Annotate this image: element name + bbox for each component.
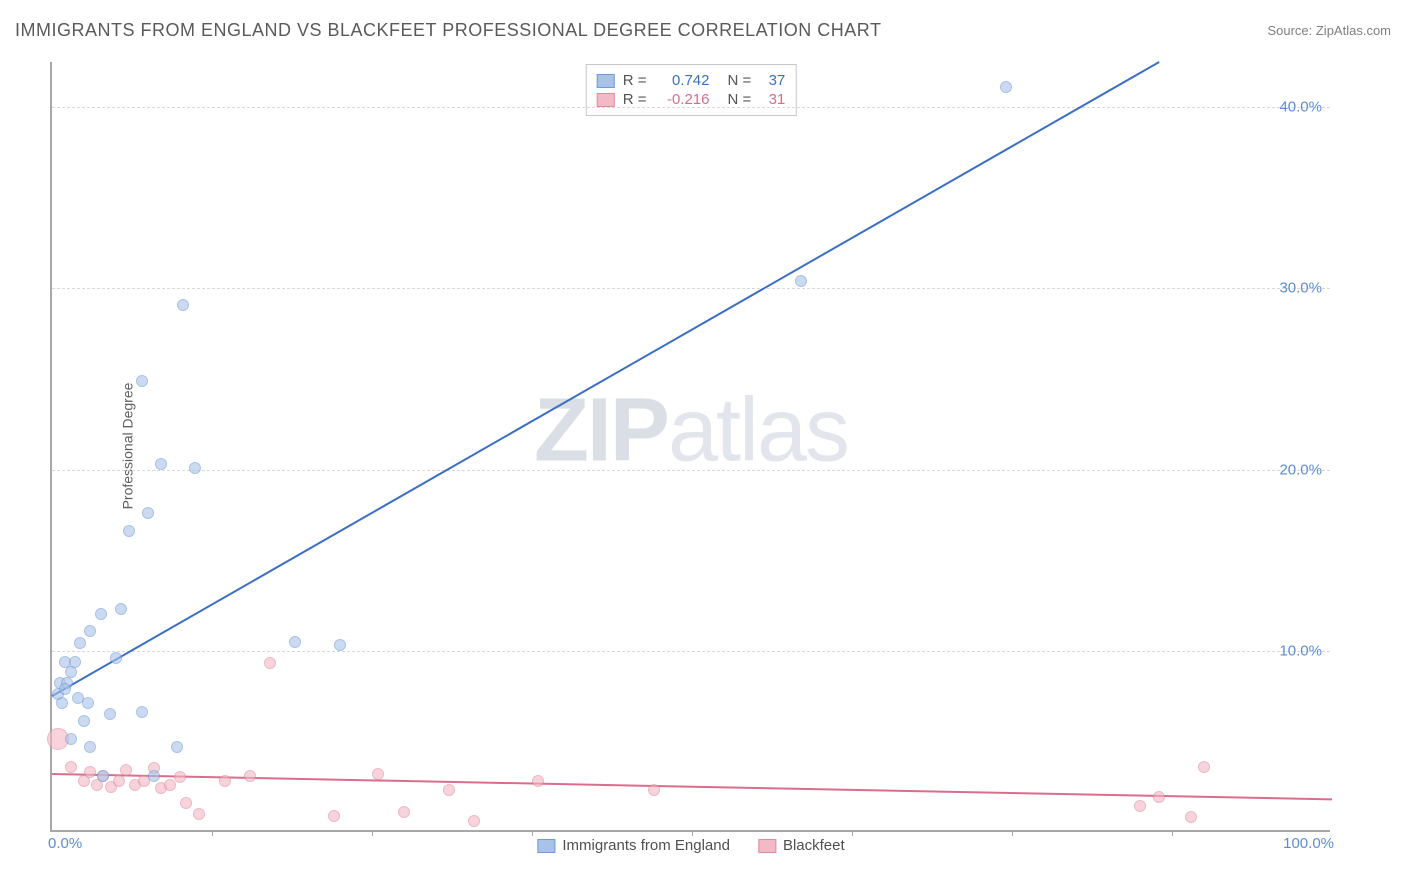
data-point bbox=[174, 771, 186, 783]
data-point bbox=[468, 815, 480, 827]
x-tick bbox=[692, 830, 693, 836]
plot-area: Professional Degree ZIPatlas R = 0.742 N… bbox=[50, 62, 1330, 832]
data-point bbox=[95, 608, 107, 620]
x-tick bbox=[852, 830, 853, 836]
data-point bbox=[244, 770, 256, 782]
legend-label-blue: Immigrants from England bbox=[562, 837, 730, 854]
regression-lines bbox=[52, 62, 1330, 830]
data-point bbox=[65, 761, 77, 773]
data-point bbox=[795, 275, 807, 287]
y-axis-label: Professional Degree bbox=[119, 383, 135, 510]
r-value-blue: 0.742 bbox=[655, 72, 710, 89]
data-point bbox=[189, 462, 201, 474]
data-point bbox=[171, 741, 183, 753]
data-point bbox=[1000, 81, 1012, 93]
data-point bbox=[289, 636, 301, 648]
source-label: Source: ZipAtlas.com bbox=[1267, 23, 1391, 38]
data-point bbox=[398, 806, 410, 818]
data-point bbox=[1198, 761, 1210, 773]
x-tick-right: 100.0% bbox=[1283, 835, 1334, 852]
data-point bbox=[84, 766, 96, 778]
data-point bbox=[65, 666, 77, 678]
data-point bbox=[69, 656, 81, 668]
watermark: ZIPatlas bbox=[534, 379, 848, 482]
data-point bbox=[334, 639, 346, 651]
data-point bbox=[110, 652, 122, 664]
data-point bbox=[148, 770, 160, 782]
y-tick-label: 20.0% bbox=[1279, 461, 1322, 478]
data-point bbox=[180, 797, 192, 809]
data-point bbox=[1185, 811, 1197, 823]
data-point bbox=[120, 764, 132, 776]
data-point bbox=[84, 741, 96, 753]
swatch-blue-icon bbox=[537, 839, 555, 853]
data-point bbox=[136, 375, 148, 387]
data-point bbox=[123, 525, 135, 537]
data-point bbox=[648, 784, 660, 796]
r-value-pink: -0.216 bbox=[655, 91, 710, 108]
data-point bbox=[104, 708, 116, 720]
data-point bbox=[1153, 791, 1165, 803]
x-tick bbox=[372, 830, 373, 836]
data-point bbox=[115, 603, 127, 615]
legend-row-pink: R = -0.216 N = 31 bbox=[597, 91, 786, 108]
series-legend: Immigrants from England Blackfeet bbox=[537, 837, 844, 854]
data-point bbox=[142, 507, 154, 519]
n-value-pink: 31 bbox=[759, 91, 785, 108]
data-point bbox=[136, 706, 148, 718]
data-point bbox=[1134, 800, 1146, 812]
data-point bbox=[97, 770, 109, 782]
data-point bbox=[59, 683, 71, 695]
data-point bbox=[65, 733, 77, 745]
swatch-pink-icon bbox=[758, 839, 776, 853]
gridline bbox=[52, 107, 1330, 108]
data-point bbox=[443, 784, 455, 796]
data-point bbox=[328, 810, 340, 822]
x-tick bbox=[1172, 830, 1173, 836]
swatch-pink-icon bbox=[597, 93, 615, 107]
legend-label-pink: Blackfeet bbox=[783, 837, 845, 854]
data-point bbox=[84, 625, 96, 637]
y-tick-label: 40.0% bbox=[1279, 99, 1322, 116]
gridline bbox=[52, 470, 1330, 471]
legend-item-blue: Immigrants from England bbox=[537, 837, 730, 854]
swatch-blue-icon bbox=[597, 74, 615, 88]
x-tick bbox=[532, 830, 533, 836]
x-tick bbox=[1012, 830, 1013, 836]
data-point bbox=[155, 458, 167, 470]
data-point bbox=[56, 697, 68, 709]
gridline bbox=[52, 288, 1330, 289]
data-point bbox=[74, 637, 86, 649]
x-tick bbox=[212, 830, 213, 836]
data-point bbox=[372, 768, 384, 780]
legend-item-pink: Blackfeet bbox=[758, 837, 845, 854]
data-point bbox=[82, 697, 94, 709]
chart-title: IMMIGRANTS FROM ENGLAND VS BLACKFEET PRO… bbox=[15, 20, 881, 41]
data-point bbox=[113, 775, 125, 787]
n-value-blue: 37 bbox=[759, 72, 785, 89]
data-point bbox=[78, 715, 90, 727]
legend-row-blue: R = 0.742 N = 37 bbox=[597, 72, 786, 89]
data-point bbox=[177, 299, 189, 311]
data-point bbox=[532, 775, 544, 787]
y-tick-label: 10.0% bbox=[1279, 642, 1322, 659]
data-point bbox=[264, 657, 276, 669]
gridline bbox=[52, 651, 1330, 652]
y-tick-label: 30.0% bbox=[1279, 280, 1322, 297]
data-point bbox=[193, 808, 205, 820]
x-tick-left: 0.0% bbox=[48, 835, 82, 852]
data-point bbox=[219, 775, 231, 787]
